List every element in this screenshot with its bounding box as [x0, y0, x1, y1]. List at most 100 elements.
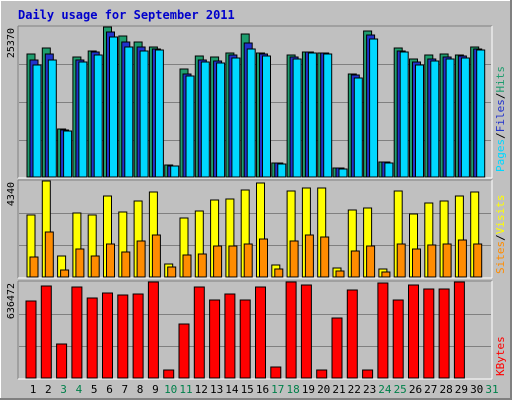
legend-middle: Sites/Visits [494, 195, 507, 275]
legend-entry: Files [494, 99, 507, 132]
bar-kbytes-day-28 [438, 288, 450, 379]
bar-kbytes-day-23 [362, 369, 374, 379]
day-label-26: 26 [409, 383, 422, 396]
bar-kbytes-day-12 [193, 286, 205, 379]
day-label-20: 20 [317, 383, 330, 396]
bar-kbytes-day-14 [224, 293, 236, 379]
day-label-23: 23 [363, 383, 376, 396]
day-label-8: 8 [137, 383, 144, 396]
bar-pages-day-17 [277, 163, 287, 178]
day-label-2: 2 [45, 383, 52, 396]
bar-sites-day-11 [182, 254, 192, 278]
day-label-15: 15 [241, 383, 254, 396]
scale-label-middle: 4340 [6, 182, 17, 206]
bar-sites-day-21 [335, 270, 345, 278]
day-label-4: 4 [76, 383, 83, 396]
bar-sites-day-15 [243, 243, 253, 278]
day-label-27: 27 [424, 383, 437, 396]
bar-sites-day-13 [213, 245, 223, 278]
bar-kbytes-day-20 [316, 369, 328, 379]
day-labels: 1 2 3 4 5 6 7 8 9 10 11 12 13 14 15 16 17 18 19 20 21 22 23 24 2… [30, 383, 499, 396]
day-label-7: 7 [121, 383, 128, 396]
bar-sites-day-1 [29, 256, 39, 278]
bar-kbytes-day-27 [423, 288, 435, 379]
legend-bottom: KBytes [494, 336, 507, 376]
bar-kbytes-day-7 [117, 294, 129, 379]
bar-sites-day-8 [136, 240, 146, 278]
day-label-19: 19 [302, 383, 315, 396]
bar-pages-day-25 [399, 51, 409, 178]
bar-pages-day-16 [262, 55, 271, 178]
bar-pages-day-22 [353, 77, 363, 178]
legend-entry: / [494, 132, 507, 139]
bar-sites-day-12 [197, 253, 207, 278]
bar-sites-day-29 [457, 239, 467, 278]
bar-sites-day-4 [75, 248, 85, 278]
bar-kbytes-day-1 [25, 300, 37, 379]
bar-sites-day-7 [121, 251, 131, 278]
bar-sites-day-9 [151, 234, 161, 278]
day-label-14: 14 [225, 383, 239, 396]
bar-pages-day-28 [445, 58, 455, 178]
bar-sites-day-10 [167, 266, 177, 278]
bar-sites-day-6 [106, 243, 115, 278]
bar-pages-day-4 [78, 61, 88, 178]
day-label-12: 12 [195, 383, 208, 396]
bar-pages-day-21 [338, 168, 348, 178]
legend-entry: KBytes [494, 336, 507, 376]
bar-sites-day-3 [60, 269, 70, 278]
bar-pages-day-6 [109, 36, 118, 178]
bar-pages-day-13 [216, 62, 226, 178]
bar-kbytes-day-26 [408, 284, 419, 379]
bar-kbytes-day-29 [453, 281, 465, 379]
bar-kbytes-day-5 [86, 297, 98, 379]
legends: Pages/Files/Hits Sites/Visits KBytes [494, 66, 507, 376]
legend-entry: Hits [494, 66, 507, 93]
bar-pages-day-9 [154, 49, 164, 178]
day-label-16: 16 [256, 383, 269, 396]
legend-entry: / [494, 93, 507, 100]
bar-sites-day-16 [259, 238, 268, 278]
bar-kbytes-day-22 [346, 289, 358, 379]
bar-pages-day-18 [292, 58, 302, 178]
bar-pages-day-2 [47, 59, 57, 178]
chart-title: Daily usage for September 2011 [18, 8, 235, 22]
bar-sites-day-20 [320, 236, 330, 278]
bar-kbytes-day-17 [270, 366, 282, 379]
day-label-1: 1 [30, 383, 37, 396]
day-label-10: 10 [164, 383, 177, 396]
bar-kbytes-day-24 [377, 282, 389, 379]
bar-sites-day-30 [473, 243, 483, 278]
day-label-30: 30 [470, 383, 483, 396]
bar-pages-day-30 [476, 49, 486, 178]
bar-pages-day-1 [32, 64, 42, 178]
day-label-18: 18 [286, 383, 299, 396]
bar-sites-day-14 [228, 245, 238, 278]
day-label-11: 11 [179, 383, 192, 396]
legend-entry: / [494, 234, 507, 241]
bar-pages-day-10 [170, 165, 180, 178]
bar-kbytes-day-8 [132, 293, 144, 379]
day-label-3: 3 [60, 383, 67, 396]
bar-kbytes-day-21 [331, 317, 343, 379]
bar-kbytes-day-3 [56, 343, 68, 379]
bar-sites-day-28 [442, 243, 452, 278]
bar-sites-day-22 [350, 250, 360, 278]
bar-pages-day-19 [307, 52, 317, 178]
bar-pages-day-5 [93, 54, 103, 178]
day-label-6: 6 [106, 383, 113, 396]
bar-pages-day-14 [231, 57, 241, 178]
bar-kbytes-day-2 [40, 285, 52, 379]
legend-entry: Visits [494, 195, 507, 235]
scale-labels: 25370 4340 636472 [6, 28, 17, 319]
day-label-9: 9 [152, 383, 159, 396]
chart-bars [25, 26, 486, 379]
bar-pages-day-11 [185, 75, 195, 178]
bar-sites-day-24 [381, 271, 391, 278]
bar-kbytes-day-9 [147, 281, 159, 379]
bar-sites-day-18 [289, 240, 299, 278]
bar-kbytes-day-18 [285, 281, 297, 379]
bar-kbytes-day-16 [255, 286, 266, 379]
bar-kbytes-day-19 [300, 284, 312, 379]
legend-top: Pages/Files/Hits [494, 66, 507, 172]
